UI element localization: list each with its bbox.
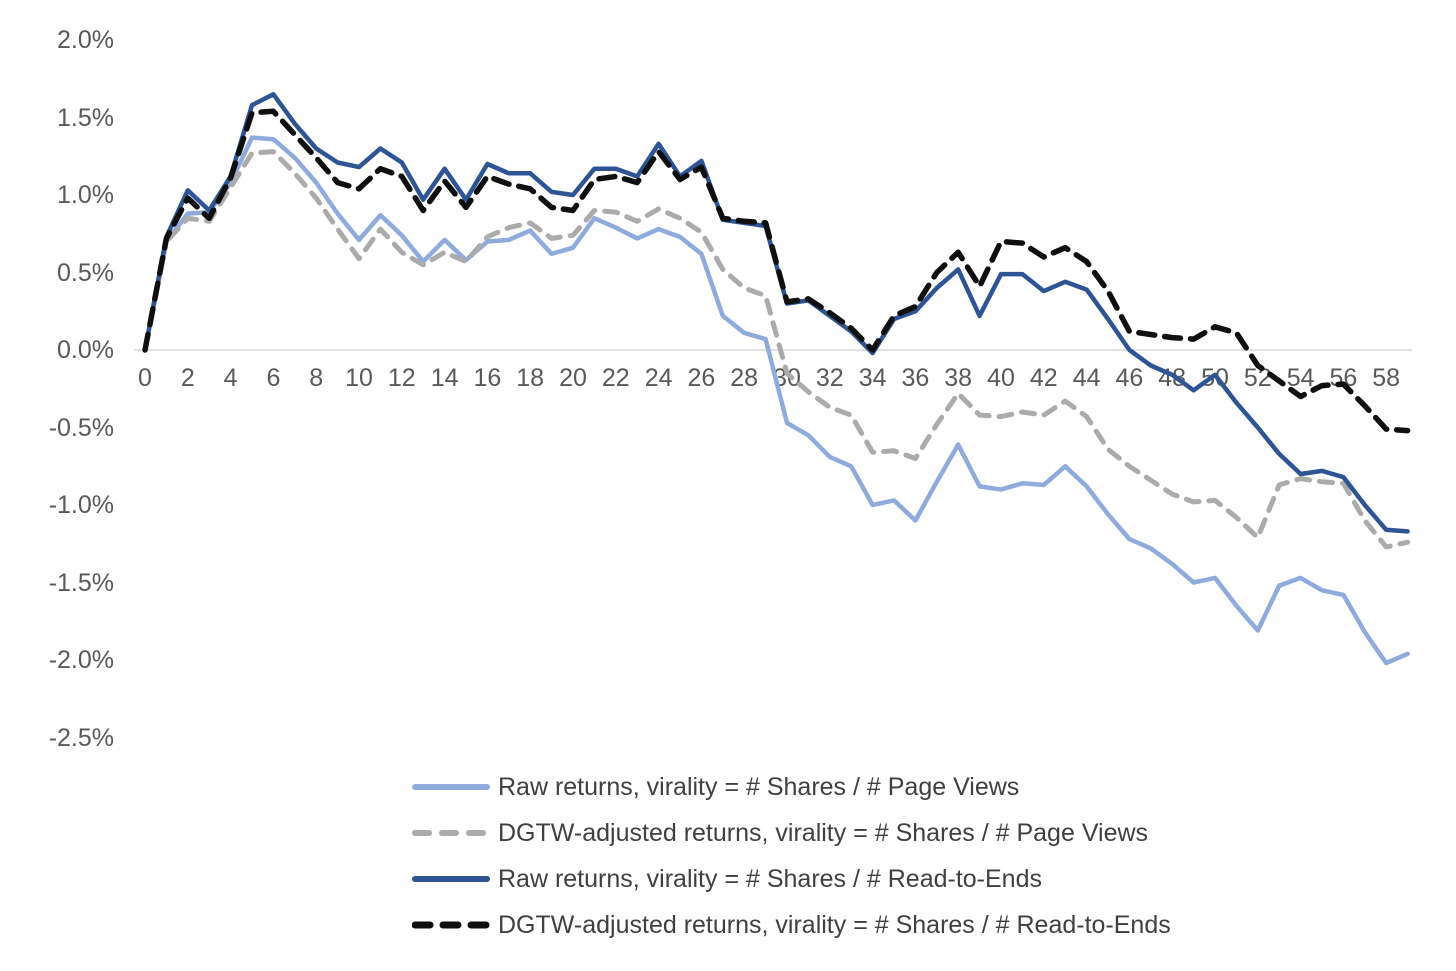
- x-axis-tick-label: 34: [858, 364, 887, 392]
- y-axis-tick-label: 0.5%: [57, 258, 114, 287]
- x-axis-tick-label: 28: [730, 364, 759, 392]
- legend-label: DGTW-adjusted returns, virality = # Shar…: [498, 818, 1149, 847]
- y-axis-tick-label: 1.5%: [57, 103, 114, 132]
- y-axis-tick-label: -2.0%: [48, 646, 114, 674]
- x-axis-tick-label: 44: [1072, 364, 1101, 392]
- legend-line-swatch-dashed-black: [412, 921, 490, 929]
- y-axis-tick-label: -1.0%: [48, 491, 114, 519]
- y-axis-tick-label: 0.0%: [57, 336, 114, 364]
- x-axis-tick-label: 18: [516, 364, 545, 392]
- series-line-3: [142, 108, 1411, 434]
- legend-item-dgtw-read-to-ends: DGTW-adjusted returns, virality = # Shar…: [412, 910, 1171, 940]
- x-axis-tick-label: 26: [687, 364, 716, 392]
- x-axis-tick-label: 42: [1029, 364, 1058, 392]
- x-axis-tick-label: 12: [387, 364, 416, 392]
- legend-line-swatch-dashed-gray: [412, 830, 490, 836]
- series-line-2: [142, 92, 1410, 534]
- x-axis-tick-label: 46: [1115, 364, 1144, 392]
- x-axis-tick-label: 58: [1372, 364, 1401, 392]
- x-axis-tick-label: 32: [815, 364, 844, 392]
- x-axis-tick-label: 14: [430, 364, 459, 392]
- x-axis-tick-label: 8: [309, 364, 324, 392]
- x-axis-tick-label: 10: [345, 364, 373, 392]
- y-axis-tick-label: 1.0%: [57, 181, 114, 209]
- x-axis-tick-label: 16: [473, 364, 502, 392]
- x-axis-tick-label: 40: [987, 364, 1015, 392]
- legend-line-swatch-solid-darkblue: [412, 876, 490, 882]
- y-axis-tick-label: 2.0%: [57, 26, 114, 54]
- x-axis-tick-label: 6: [266, 364, 281, 392]
- legend-label: Raw returns, virality = # Shares / # Pag…: [498, 772, 1020, 801]
- y-axis-tick-label: -1.5%: [48, 568, 114, 597]
- legend-item-dgtw-page-views: DGTW-adjusted returns, virality = # Shar…: [412, 818, 1171, 848]
- legend-item-raw-page-views: Raw returns, virality = # Shares / # Pag…: [412, 772, 1171, 802]
- x-axis-tick-label: 20: [559, 364, 587, 392]
- legend-label: Raw returns, virality = # Shares / # Rea…: [498, 864, 1042, 893]
- x-axis-tick-label: 38: [944, 364, 973, 392]
- legend-item-raw-read-to-ends: Raw returns, virality = # Shares / # Rea…: [412, 864, 1171, 894]
- legend-label: DGTW-adjusted returns, virality = # Shar…: [498, 910, 1171, 939]
- x-axis-tick-label: 36: [901, 364, 930, 392]
- legend: Raw returns, virality = # Shares / # Pag…: [412, 772, 1171, 956]
- x-axis-tick-label: 22: [601, 364, 630, 392]
- x-axis-tick-label: 0: [138, 364, 152, 392]
- series-line-0: [142, 135, 1410, 666]
- plot-area: [134, 92, 1412, 666]
- legend-line-swatch-solid-lightblue: [412, 784, 490, 790]
- y-axis-tick-label: -2.5%: [48, 723, 114, 752]
- series-line-1: [142, 149, 1411, 550]
- x-axis-tick-label: 24: [644, 364, 673, 392]
- x-axis-tick-label: 2: [180, 364, 195, 392]
- y-axis-tick-label: -0.5%: [48, 413, 114, 442]
- x-axis-tick-label: 4: [223, 364, 238, 392]
